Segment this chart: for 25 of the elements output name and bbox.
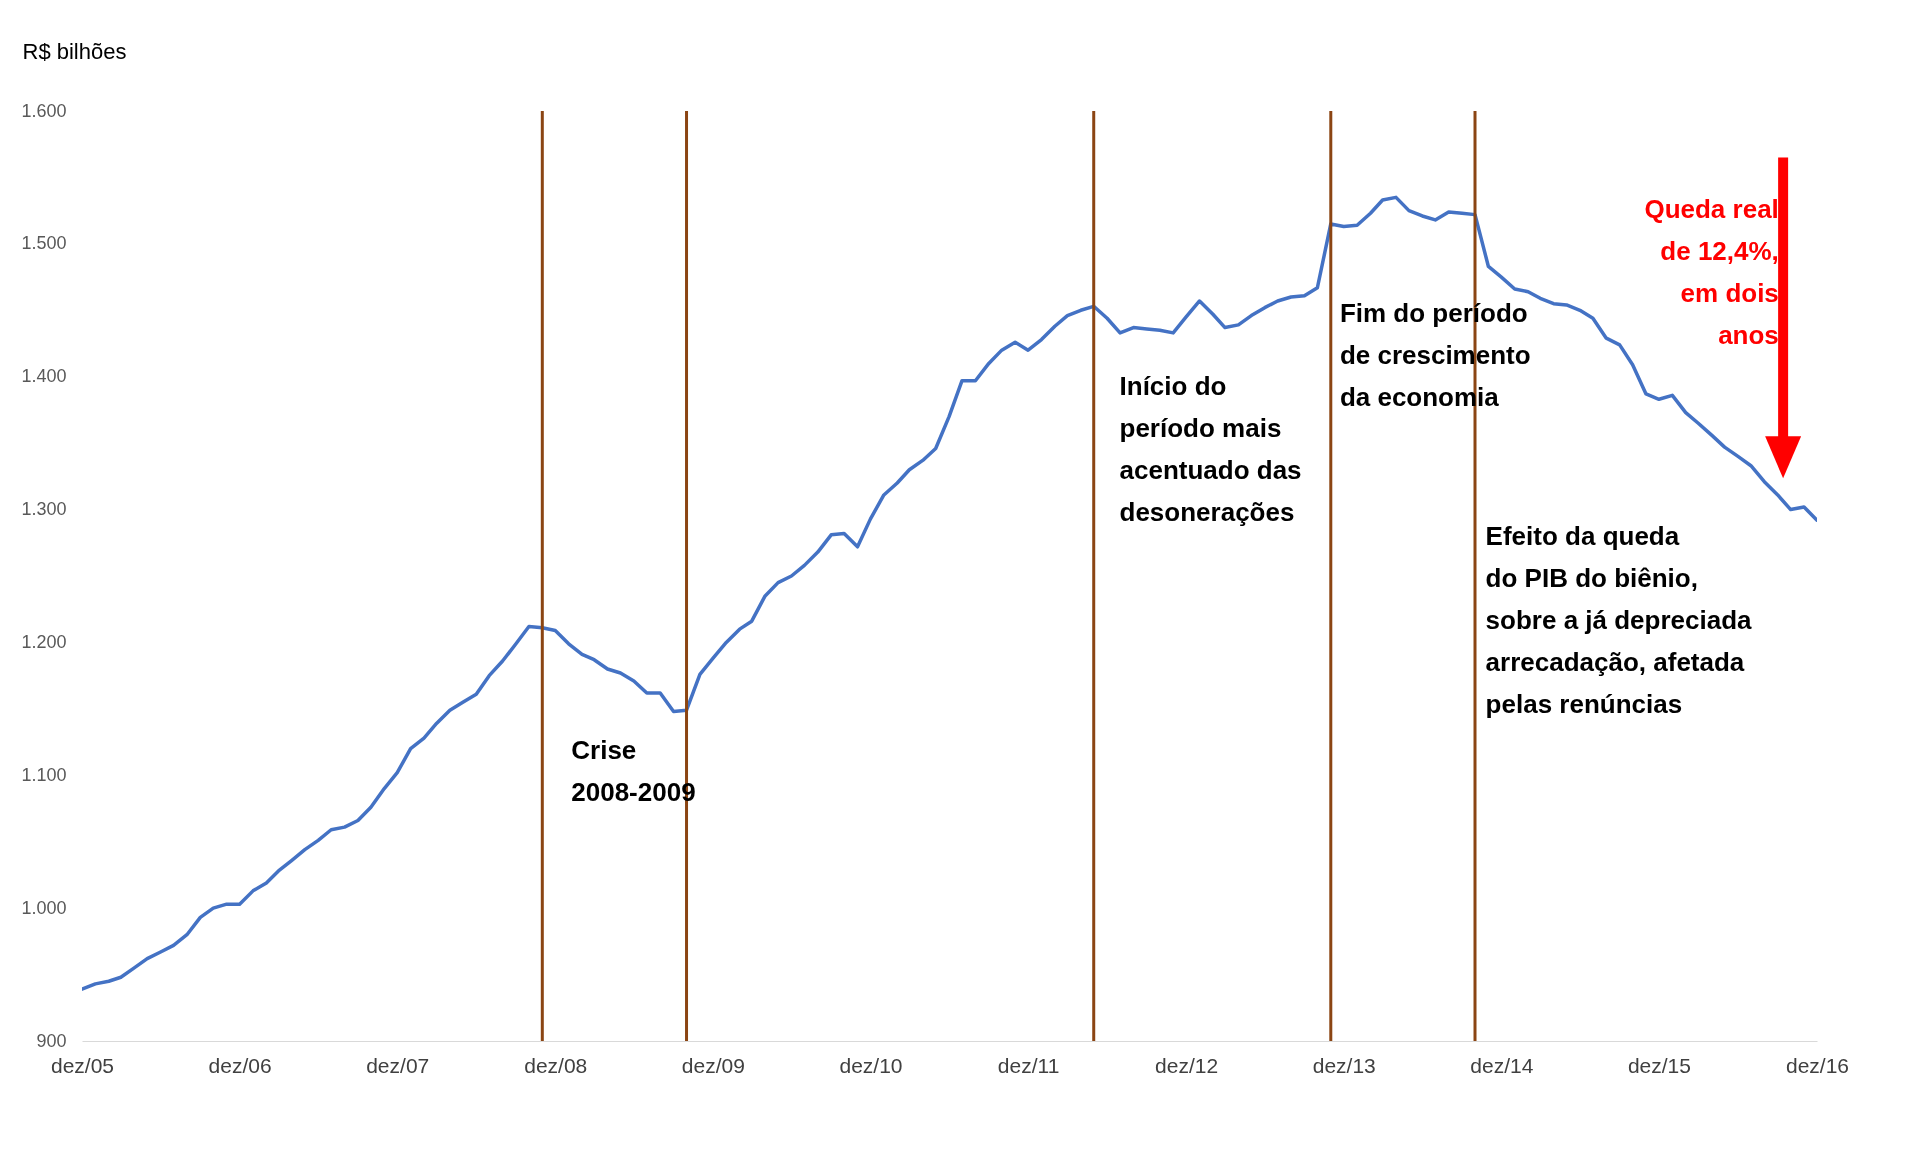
y-axis-title: R$ bilhões xyxy=(22,38,127,64)
x-tick-label: dez/14 xyxy=(1470,1053,1534,1077)
y-tick-label: 1.200 xyxy=(21,631,67,652)
x-tick-label: dez/10 xyxy=(839,1053,903,1077)
x-tick-label: dez/09 xyxy=(681,1053,745,1077)
x-tick-label: dez/15 xyxy=(1627,1053,1691,1077)
x-tick-label: dez/05 xyxy=(50,1053,115,1077)
y-tick-label: 1.300 xyxy=(21,499,67,520)
x-tick-label: dez/12 xyxy=(1155,1053,1219,1077)
y-tick-label: 1.600 xyxy=(21,100,67,121)
annotation: Início do período mais acentuado das desonerações xyxy=(1119,371,1302,528)
x-tick-label: dez/08 xyxy=(524,1053,588,1077)
x-tick-label: dez/11 xyxy=(997,1053,1060,1077)
y-tick-label: 1.500 xyxy=(21,233,67,254)
y-tick-label: 1.000 xyxy=(21,897,67,918)
y-tick-label: 1.100 xyxy=(21,764,67,785)
x-tick-label: dez/07 xyxy=(366,1053,430,1077)
x-tick-label: dez/06 xyxy=(208,1053,272,1077)
x-tick-label: dez/13 xyxy=(1312,1053,1376,1077)
line-series xyxy=(82,195,1817,991)
x-tick-label: dez/16 xyxy=(1785,1053,1850,1077)
annotation: Efeito da queda do PIB do biênio, sobre a já depreciada arrecadação, afetada pelas renúncias xyxy=(1485,520,1753,719)
annotation: Queda real de 12,4%, em dois anos xyxy=(1644,194,1779,351)
y-tick-label: 900 xyxy=(36,1030,67,1051)
y-tick-label: 1.400 xyxy=(21,366,67,387)
